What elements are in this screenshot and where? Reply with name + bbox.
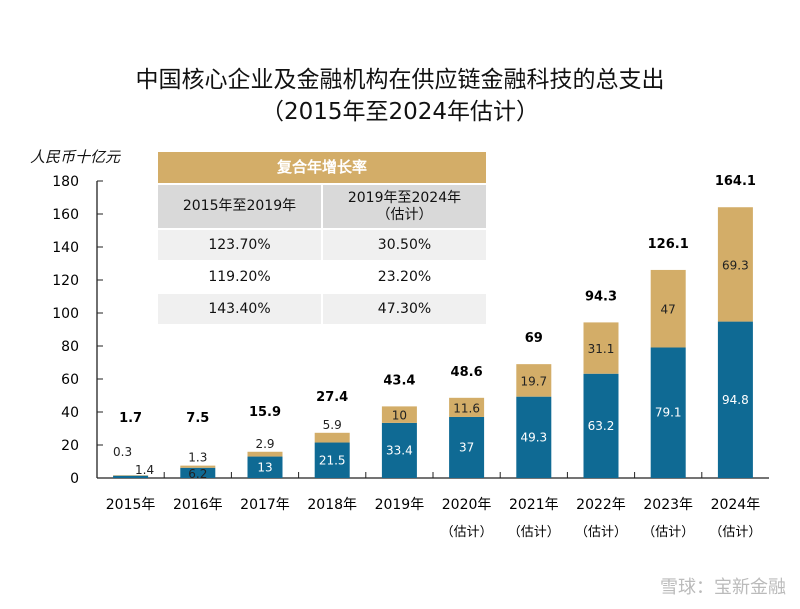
chart-subtitle: （2015年至2024年估计） (260, 99, 540, 125)
table-row: 119.20% 23.20% (158, 260, 486, 292)
table-row: 143.40% 47.30% (158, 292, 486, 324)
bar-segment-top (314, 432, 350, 443)
y-tick-label: 0 (70, 471, 79, 487)
top-data-label: 0.3 (113, 445, 132, 459)
bar-segment-bottom (516, 396, 552, 478)
x-tick-label: 2023年 (643, 497, 693, 513)
x-tick-label: 2024年 (711, 497, 761, 513)
col-note: （估计） (376, 206, 433, 223)
bottom-data-label: 63.2 (588, 419, 615, 433)
table-cell: 23.20% (377, 269, 432, 285)
y-tick-label: 100 (52, 306, 79, 322)
bar-segment-top (381, 406, 417, 423)
x-tick-note: （估计） (508, 525, 560, 540)
top-data-label: 19.7 (520, 374, 547, 388)
x-tick-note: （估计） (575, 525, 627, 540)
x-tick-label: 2016年 (173, 497, 223, 513)
y-tick-label: 120 (52, 273, 79, 289)
y-tick-label: 20 (61, 438, 79, 454)
total-data-label: 164.1 (715, 174, 756, 189)
bottom-data-label: 13 (257, 460, 272, 474)
top-data-label: 69.3 (722, 258, 749, 272)
table-cell: 143.40% (158, 294, 321, 324)
total-data-label: 43.4 (383, 373, 415, 388)
x-tick-label: 2017年 (240, 497, 290, 513)
bar-segment-bottom (113, 475, 149, 478)
total-data-label: 27.4 (316, 390, 348, 405)
bottom-data-label: 94.8 (722, 393, 749, 407)
y-tick-label: 140 (52, 240, 79, 256)
top-data-label: 1.3 (188, 451, 207, 465)
total-data-label: 15.9 (249, 405, 281, 420)
y-axis-label: 人民币十亿元 (30, 148, 121, 166)
bar-segment-top (247, 451, 283, 457)
bar-segment-bottom (381, 422, 417, 478)
bar-segment-bottom (583, 373, 619, 478)
bar-segment-bottom (314, 442, 350, 478)
bar-segment-top (650, 269, 686, 348)
total-data-label: 69 (525, 331, 543, 346)
total-data-label: 48.6 (451, 365, 483, 380)
bar-segment-top (583, 322, 619, 374)
total-data-label: 94.3 (585, 289, 617, 304)
bar-segment-bottom (180, 467, 216, 478)
table-cell: 47.30% (323, 294, 486, 324)
bottom-data-label: 1.4 (135, 463, 154, 477)
table-cell: 119.20% (208, 269, 271, 285)
bar-segment-top (180, 465, 216, 468)
table-cell: 30.50% (323, 230, 486, 260)
total-data-label: 126.1 (648, 237, 689, 252)
bar-segment-top (449, 397, 485, 417)
top-data-label: 5.9 (323, 418, 342, 432)
bottom-data-label: 6.2 (188, 467, 207, 481)
table-col-header: 2015年至2019年 (158, 185, 321, 228)
x-tick-note: （估计） (642, 525, 694, 540)
bar-segment-top (717, 207, 753, 322)
total-data-label: 1.7 (119, 411, 142, 426)
y-tick-label: 180 (52, 174, 79, 190)
y-tick-label: 60 (61, 372, 79, 388)
chart-title: 中国核心企业及金融机构在供应链金融科技的总支出 (135, 67, 665, 93)
bottom-data-label: 21.5 (319, 453, 346, 467)
col-label: 2019年至2024年 (347, 189, 462, 206)
bar-segment-bottom (717, 321, 753, 478)
x-tick-label: 2018年 (307, 497, 357, 513)
y-tick-label: 80 (61, 339, 79, 355)
bottom-data-label: 37 (459, 440, 474, 454)
y-tick-label: 160 (52, 207, 79, 223)
bar-segment-bottom (650, 347, 686, 478)
top-data-label: 47 (661, 303, 676, 317)
x-tick-label: 2015年 (106, 497, 156, 513)
col-label: 2015年至2019年 (182, 198, 297, 214)
x-tick-label: 2021年 (509, 497, 559, 513)
top-data-label: 11.6 (453, 401, 480, 415)
x-tick-label: 2022年 (576, 497, 626, 513)
top-data-label: 10 (392, 409, 407, 423)
table-col-header: 2019年至2024年 （估计） (323, 185, 486, 228)
top-data-label: 2.9 (255, 437, 274, 451)
x-tick-note: （估计） (709, 525, 761, 540)
total-data-label: 7.5 (186, 411, 209, 426)
cagr-table: 复合年增长率 2015年至2019年 2019年至2024年 （估计） 123.7… (158, 152, 486, 324)
table-row: 123.70% 30.50% (158, 228, 486, 260)
x-tick-label: 2020年 (442, 497, 492, 513)
bar-segment-bottom (449, 416, 485, 478)
table-header: 复合年增长率 (158, 152, 486, 183)
bar-segment-bottom (247, 456, 283, 478)
x-tick-note: （估计） (441, 525, 493, 540)
bottom-data-label: 33.4 (386, 443, 413, 457)
bottom-data-label: 79.1 (655, 406, 682, 420)
bottom-data-label: 49.3 (520, 430, 547, 444)
bar-segment-top (516, 364, 552, 397)
x-tick-label: 2019年 (375, 497, 425, 513)
y-tick-label: 40 (61, 405, 79, 421)
table-cell: 123.70% (158, 230, 321, 260)
watermark-logo: 雪球：宝新金融 (660, 577, 786, 598)
top-data-label: 31.1 (588, 342, 615, 356)
